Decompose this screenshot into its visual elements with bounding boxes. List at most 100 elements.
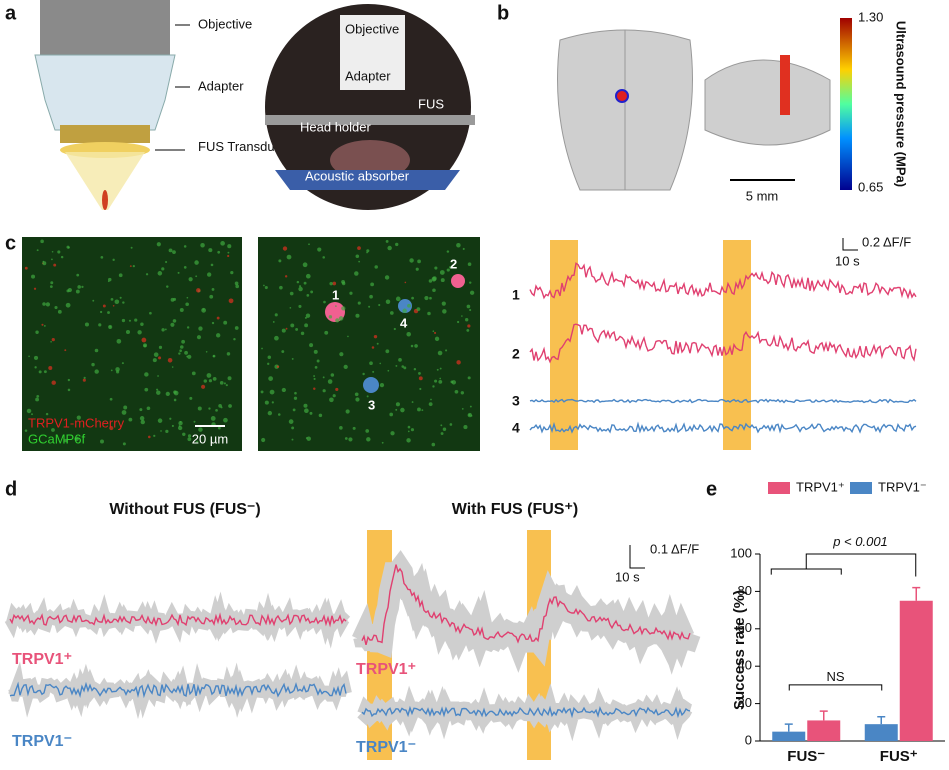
speckle [125,329,131,335]
speckle [171,424,174,428]
speckle [153,434,156,437]
speckle [215,333,221,338]
speckle [446,250,450,253]
speckle [118,273,123,278]
speckle [196,440,199,443]
speckle [332,281,337,286]
speckle [54,305,58,310]
speckle [369,361,373,366]
speckle [114,299,120,305]
trace [529,323,917,364]
speckle [431,276,437,282]
speckle [403,366,407,370]
speckle [165,429,169,434]
speckle [75,289,80,294]
speckle [413,367,417,371]
speckle [161,328,165,332]
speckle [454,389,459,394]
speckle [67,388,71,392]
speckle [227,251,230,254]
speckle [302,262,308,268]
speckle [187,434,192,438]
speckle [271,401,274,404]
speckle [60,255,64,259]
speckle [348,437,353,442]
speckle [322,376,325,379]
speckle [335,318,340,323]
speckle [366,249,370,253]
speckle [467,262,472,266]
speckle [366,395,369,398]
speckle [156,242,161,247]
speckle [343,364,348,370]
speckle [177,271,180,274]
speckle [193,420,196,423]
speckle [345,409,350,414]
speckle [305,313,311,318]
panel-title: With FUS (FUS⁺) [452,501,579,518]
annotation: NS [826,669,844,684]
brain-drawing [557,29,831,191]
speckle [139,416,145,421]
speckle [304,408,309,414]
speckle [465,318,469,322]
speckle [144,372,149,377]
x-tick-label: FUS⁻ [787,748,825,765]
speckle [108,324,113,330]
scale-label: 10 s [835,253,860,268]
trace-label: TRPV1⁻ [356,739,416,756]
speckle [33,287,37,290]
speckle [434,266,438,270]
speckle [149,311,152,315]
speckle [43,324,46,327]
speckle [191,371,196,376]
speckle [316,359,320,363]
photo-label: Objective [345,21,399,36]
bar [772,731,806,741]
speckle [211,321,215,325]
speckle [267,410,273,416]
speckle [99,310,103,314]
speckle [432,330,435,333]
speckle [267,355,272,360]
trace [361,564,691,645]
panel-letter: a [5,2,17,24]
speckle [404,281,407,284]
speckle [309,411,313,415]
speckle [128,319,132,322]
trace [361,705,691,719]
speckle [234,326,239,330]
speckle [470,414,473,417]
speckle [379,382,385,388]
speckle [324,330,329,335]
trace-label: 4 [512,420,520,436]
bar [864,724,898,741]
speckle [313,377,316,381]
speckle [358,260,361,263]
speckle [446,268,450,272]
speckle [402,308,407,313]
speckle [430,398,432,401]
speckle [427,311,431,316]
speckle [178,421,183,426]
speckle [41,323,44,326]
speckle [184,350,188,355]
speckle [387,369,390,372]
legend-green: GCaMP6f [28,431,85,446]
speckle [395,242,399,247]
speckle [226,352,231,356]
speckle [64,438,68,443]
speckle [67,246,70,249]
speckle [469,405,472,408]
speckle [186,296,189,299]
cell-label: 4 [400,315,408,330]
speckle [140,322,144,327]
speckle [76,415,81,420]
speckle [35,397,40,402]
speckle [156,388,159,391]
x-tick-label: FUS⁺ [880,748,918,765]
speckle [317,247,322,252]
speckle [339,352,344,357]
speckle [64,349,67,352]
speckle [179,349,182,353]
